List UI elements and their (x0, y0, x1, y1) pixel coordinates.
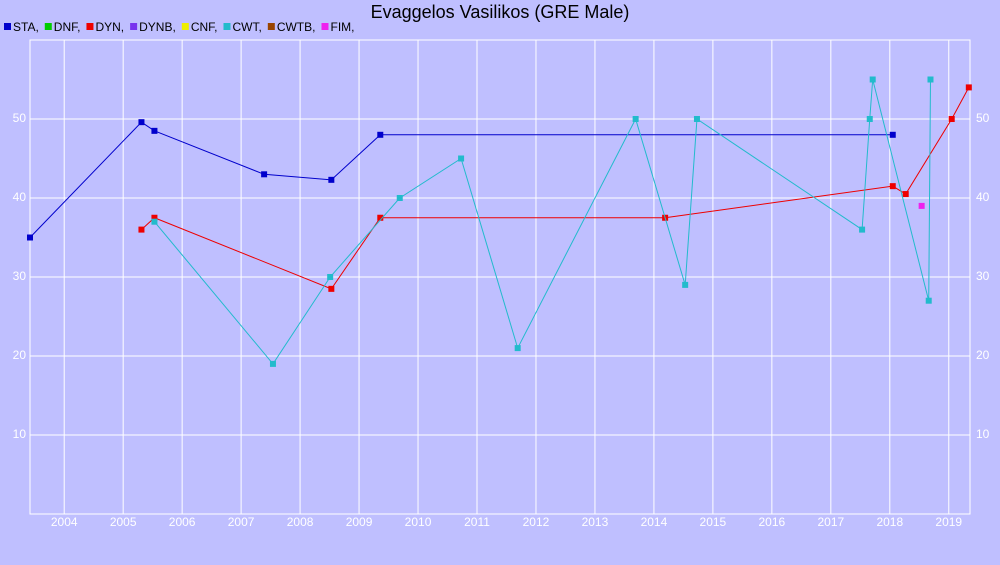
y-tick-label: 50 (976, 111, 990, 125)
data-point (328, 176, 335, 183)
x-tick-label: 2014 (641, 515, 668, 529)
series-line (154, 79, 931, 365)
data-point (138, 119, 145, 126)
data-point (965, 84, 972, 91)
y-tick-label: 20 (976, 348, 990, 362)
plot-frame (29, 39, 971, 515)
x-tick-label: 2013 (582, 515, 609, 529)
x-tick-label: 2016 (759, 515, 786, 529)
x-tick-label: 2011 (464, 515, 490, 529)
chart-title: Evaggelos Vasilikos (GRE Male) (371, 2, 630, 22)
y-tick-label: 30 (976, 269, 990, 283)
data-point (682, 281, 689, 288)
data-point (327, 274, 334, 280)
grid (30, 40, 970, 514)
y-tick-label: 40 (13, 190, 27, 204)
x-tick-label: 2018 (876, 515, 903, 529)
x-tick-label: 2006 (169, 515, 196, 529)
legend-label: DYNB, (139, 20, 176, 34)
data-point (693, 116, 700, 122)
x-tick-label: 2008 (287, 515, 314, 529)
data-point (859, 226, 866, 233)
data-point (151, 127, 158, 134)
data-point (261, 171, 268, 178)
legend-swatch (267, 23, 275, 30)
x-tick-label: 2010 (405, 515, 432, 529)
y-tick-label: 30 (13, 269, 27, 283)
data-point (918, 202, 925, 209)
x-tick-label: 2017 (817, 515, 844, 529)
legend-label: DYN, (95, 20, 124, 34)
x-tick-label: 2012 (523, 515, 550, 529)
legend-label: FIM, (330, 20, 354, 34)
legend-swatch (130, 23, 138, 30)
data-point (458, 155, 465, 162)
data-point (27, 234, 33, 241)
legend-label: CNF, (191, 20, 218, 34)
data-point (889, 183, 896, 190)
legend-swatch (321, 23, 329, 30)
data-point (927, 76, 934, 83)
data-point (889, 131, 896, 138)
x-tick-label: 2019 (935, 515, 962, 529)
x-tick-label: 2005 (110, 515, 137, 529)
x-tick-label: 2004 (51, 515, 78, 529)
legend-label: DNF, (54, 20, 81, 34)
legend-label: CWTB, (277, 20, 316, 34)
legend-swatch (86, 23, 94, 30)
data-point (632, 116, 639, 122)
y-tick-label: 40 (976, 190, 990, 204)
legend-label: STA, (13, 20, 39, 34)
data-point (866, 116, 873, 122)
legend-swatch (4, 23, 11, 30)
data-point (151, 214, 158, 221)
y-tick-label: 20 (13, 348, 27, 362)
x-tick-label: 2007 (228, 515, 255, 529)
data-point (377, 214, 384, 221)
legend-swatch (44, 23, 52, 30)
data-point (514, 345, 521, 352)
y-tick-label: 10 (13, 427, 27, 441)
data-point (269, 360, 276, 367)
legend-swatch (181, 23, 189, 30)
data-point (377, 131, 384, 138)
data-point (138, 226, 145, 233)
legend-label: CWT, (232, 20, 261, 34)
data-point (396, 195, 403, 201)
data-point (925, 297, 932, 304)
data-point (328, 285, 335, 292)
data-point (869, 76, 876, 83)
legend-swatch (223, 23, 231, 30)
y-tick-label: 10 (976, 427, 990, 441)
x-tick-label: 2009 (346, 515, 373, 529)
data-point (151, 218, 158, 225)
y-tick-label: 50 (13, 111, 27, 125)
x-tick-label: 2015 (700, 515, 727, 529)
data-point (902, 191, 909, 198)
data-point (948, 116, 955, 122)
